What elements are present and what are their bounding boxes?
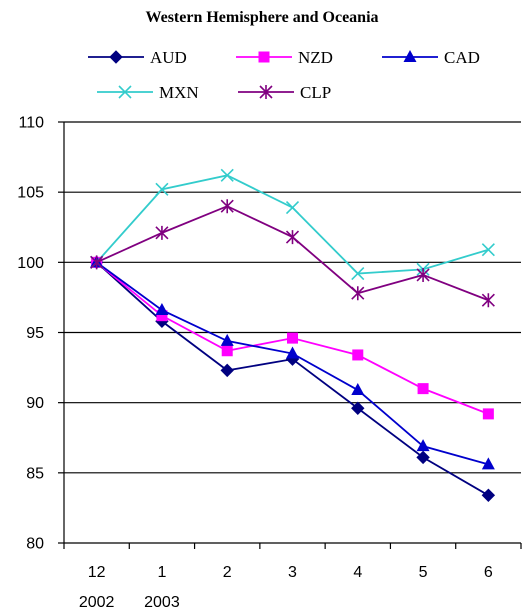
x-tick-label: 6 bbox=[484, 564, 493, 581]
legend-item-cad: CAD bbox=[382, 48, 480, 67]
chart-grid bbox=[64, 121, 521, 474]
data-point-mxn bbox=[155, 182, 169, 196]
legend-label: NZD bbox=[298, 48, 333, 67]
series-clp bbox=[90, 199, 495, 308]
x-tick-label: 1 bbox=[157, 564, 166, 581]
legend-marker-mxn bbox=[118, 85, 132, 99]
legend-marker-clp bbox=[259, 85, 273, 99]
data-point-nzd bbox=[417, 383, 429, 395]
data-point-clp bbox=[90, 255, 104, 270]
y-tick-label: 105 bbox=[17, 185, 44, 202]
data-point-mxn bbox=[285, 201, 300, 215]
data-point-aud bbox=[351, 401, 365, 415]
data-point-cad bbox=[286, 346, 299, 359]
data-point-mxn bbox=[481, 243, 495, 257]
data-point-aud bbox=[416, 450, 430, 465]
y-tick-label: 110 bbox=[18, 115, 44, 132]
data-point-nzd bbox=[482, 408, 494, 420]
legend-label: MXN bbox=[159, 83, 199, 102]
x-tick-label: 5 bbox=[419, 564, 428, 581]
chart-series bbox=[89, 168, 496, 502]
data-point-clp bbox=[351, 286, 365, 301]
legend-item-clp: CLP bbox=[238, 83, 331, 102]
x-tick-label: 4 bbox=[353, 564, 362, 581]
data-point-nzd bbox=[156, 310, 168, 322]
series-cad bbox=[90, 255, 495, 470]
x-tick-sublabel: 2003 bbox=[144, 594, 180, 611]
legend-marker-aud bbox=[109, 50, 123, 64]
data-point-clp bbox=[285, 230, 300, 245]
data-point-mxn bbox=[351, 266, 365, 281]
legend-marker-nzd bbox=[258, 51, 270, 63]
data-point-cad bbox=[416, 439, 430, 452]
series-nzd bbox=[91, 256, 494, 420]
legend-item-mxn: MXN bbox=[97, 83, 199, 102]
data-point-mxn bbox=[220, 168, 234, 182]
y-tick-label: 100 bbox=[17, 255, 44, 272]
data-point-cad bbox=[481, 457, 495, 470]
data-point-clp bbox=[481, 293, 495, 308]
x-tick-label: 12 bbox=[88, 564, 106, 581]
y-tick-label: 80 bbox=[26, 536, 44, 553]
data-point-cad bbox=[155, 303, 169, 316]
data-point-aud bbox=[481, 488, 496, 502]
data-point-clp bbox=[155, 225, 169, 240]
x-tick-label: 2 bbox=[223, 564, 232, 581]
data-point-cad bbox=[351, 383, 365, 396]
series-line-mxn bbox=[95, 174, 489, 275]
x-tick-sublabel: 2002 bbox=[79, 594, 115, 611]
x-tick-label: 3 bbox=[288, 564, 297, 581]
data-point-nzd bbox=[221, 345, 233, 357]
legend-item-nzd: NZD bbox=[236, 48, 333, 67]
series-line-clp bbox=[96, 205, 489, 302]
series-line-aud bbox=[96, 261, 489, 497]
data-point-nzd bbox=[287, 332, 298, 344]
legend-label: CAD bbox=[444, 48, 480, 67]
series-mxn bbox=[90, 168, 495, 281]
data-point-aud bbox=[220, 363, 234, 378]
y-tick-label: 95 bbox=[26, 325, 44, 342]
legend-item-aud: AUD bbox=[88, 48, 187, 67]
legend-label: CLP bbox=[300, 83, 331, 102]
y-tick-label: 85 bbox=[26, 465, 44, 482]
y-tick-label: 90 bbox=[26, 395, 44, 412]
legend-label: AUD bbox=[150, 48, 187, 67]
series-aud bbox=[89, 255, 496, 502]
data-point-clp bbox=[220, 199, 234, 214]
y-axis-ticks: 80 85 90 95 100 105 110 bbox=[17, 115, 64, 553]
chart-legend: AUD NZD CAD MXN CLP bbox=[88, 48, 480, 102]
legend-marker-cad bbox=[403, 50, 417, 62]
data-point-cad bbox=[220, 333, 234, 346]
chart-title: Western Hemisphere and Oceania bbox=[145, 9, 378, 26]
x-axis-ticks: 12 2002 1 2003 2 3 4 5 6 bbox=[63, 543, 522, 611]
data-point-nzd bbox=[352, 349, 364, 361]
data-point-clp bbox=[416, 267, 430, 282]
